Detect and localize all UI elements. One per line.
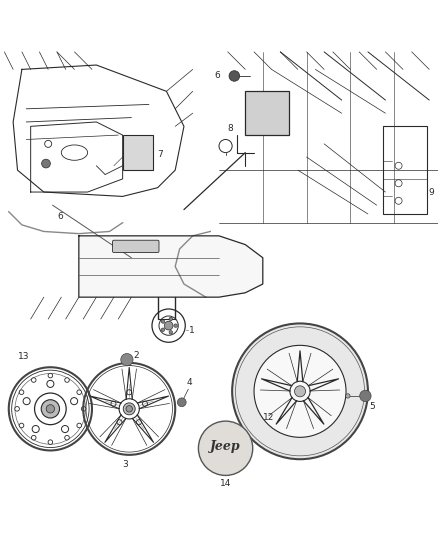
Text: 4: 4: [186, 378, 192, 387]
Circle shape: [164, 321, 173, 330]
Circle shape: [198, 421, 253, 475]
Text: 7: 7: [158, 150, 163, 159]
Text: 14: 14: [220, 479, 231, 488]
Circle shape: [23, 398, 30, 405]
FancyBboxPatch shape: [113, 240, 159, 253]
Circle shape: [32, 435, 36, 440]
Circle shape: [19, 390, 24, 394]
Circle shape: [65, 378, 69, 382]
Circle shape: [46, 405, 55, 413]
Circle shape: [77, 390, 81, 394]
Text: 5: 5: [369, 402, 374, 411]
Circle shape: [48, 440, 53, 445]
Circle shape: [254, 345, 346, 437]
Circle shape: [42, 159, 50, 168]
Text: 13: 13: [18, 352, 30, 361]
Circle shape: [81, 407, 86, 411]
Circle shape: [229, 71, 240, 81]
Text: 6: 6: [57, 212, 63, 221]
Text: 1: 1: [189, 326, 195, 335]
Circle shape: [126, 406, 132, 412]
Circle shape: [161, 320, 165, 323]
Text: 6: 6: [215, 71, 220, 80]
Circle shape: [121, 353, 133, 366]
Circle shape: [360, 390, 371, 402]
Text: 8: 8: [228, 124, 233, 133]
Circle shape: [41, 400, 60, 418]
Circle shape: [161, 328, 165, 332]
Text: 3: 3: [122, 460, 128, 469]
Circle shape: [48, 373, 53, 378]
Circle shape: [32, 378, 36, 382]
Circle shape: [123, 403, 135, 415]
Circle shape: [169, 330, 173, 334]
Circle shape: [32, 425, 39, 433]
Circle shape: [177, 398, 186, 407]
Text: 2: 2: [134, 351, 139, 360]
Circle shape: [15, 407, 19, 411]
Circle shape: [232, 324, 368, 459]
Circle shape: [294, 386, 306, 397]
Text: 9: 9: [428, 188, 434, 197]
FancyBboxPatch shape: [245, 91, 289, 135]
Circle shape: [169, 317, 173, 321]
Circle shape: [174, 324, 177, 327]
Circle shape: [47, 381, 54, 387]
Circle shape: [19, 423, 24, 428]
Text: 12: 12: [263, 413, 274, 422]
Circle shape: [346, 394, 350, 398]
Circle shape: [65, 435, 69, 440]
Text: Jeep: Jeep: [210, 440, 241, 453]
FancyBboxPatch shape: [123, 135, 153, 170]
Polygon shape: [79, 236, 263, 297]
Circle shape: [77, 423, 81, 428]
Circle shape: [71, 398, 78, 405]
Circle shape: [61, 425, 69, 433]
